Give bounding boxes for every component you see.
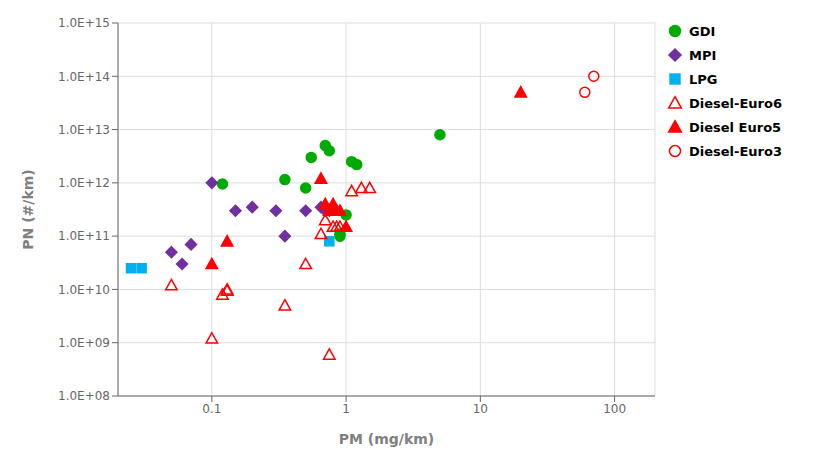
svg-text:1.0E+13: 1.0E+13 — [58, 123, 110, 137]
svg-text:PM (mg/km): PM (mg/km) — [339, 431, 434, 447]
html-text:Diesel Euro5: Diesel Euro5 — [689, 119, 782, 135]
svg-text:1.0E+09: 1.0E+09 — [58, 336, 110, 350]
svg-text:1.0E+11: 1.0E+11 — [58, 229, 110, 243]
svg-text:1.0E+08: 1.0E+08 — [58, 389, 110, 403]
html-text:GDI: GDI — [689, 23, 716, 39]
svg-text:1.0E+10: 1.0E+10 — [58, 283, 110, 297]
svg-text:1.0E+12: 1.0E+12 — [58, 176, 110, 190]
html-text:Diesel-Euro6: Diesel-Euro6 — [689, 95, 782, 111]
html-text:MPI: MPI — [689, 47, 717, 63]
svg-text:1: 1 — [342, 402, 350, 416]
html-text:LPG: LPG — [689, 71, 718, 87]
svg-text:100: 100 — [603, 402, 626, 416]
svg-text:0.1: 0.1 — [202, 402, 221, 416]
svg-text:PN (#/km): PN (#/km) — [20, 169, 36, 249]
svg-text:1.0E+15: 1.0E+15 — [58, 16, 110, 30]
svg-text:10: 10 — [473, 402, 488, 416]
svg-text:1.0E+14: 1.0E+14 — [58, 70, 110, 84]
html-text:Diesel-Euro3: Diesel-Euro3 — [689, 143, 782, 159]
